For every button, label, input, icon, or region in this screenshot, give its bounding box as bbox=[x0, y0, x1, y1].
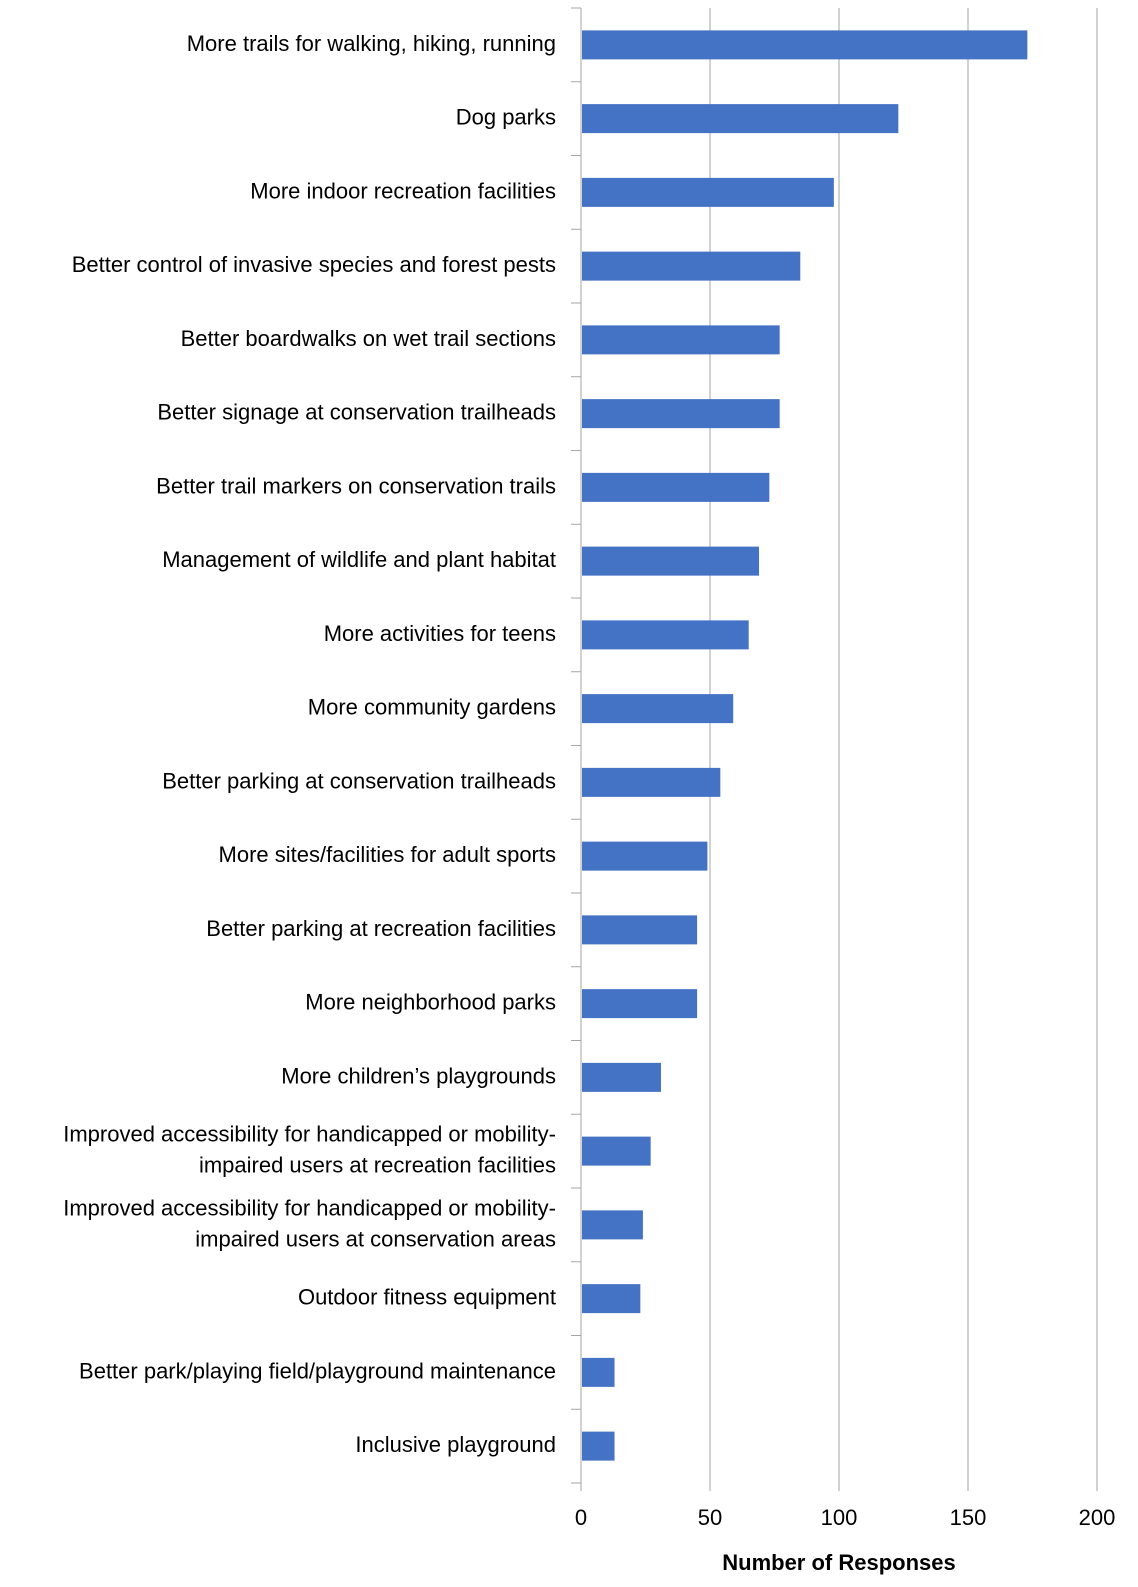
category-label-line: More indoor recreation facilities bbox=[250, 178, 556, 203]
bar bbox=[582, 620, 749, 650]
x-axis-title: Number of Responses bbox=[722, 1550, 956, 1575]
category-label-line: Dog parks bbox=[456, 104, 556, 129]
category-label-line: Inclusive playground bbox=[355, 1432, 556, 1457]
category-label: More sites/facilities for adult sports bbox=[219, 842, 556, 867]
category-label: Better control of invasive species and f… bbox=[72, 252, 556, 277]
category-label-line: impaired users at recreation facilities bbox=[199, 1152, 556, 1177]
category-label-line: Management of wildlife and plant habitat bbox=[162, 547, 556, 572]
category-label: More community gardens bbox=[308, 694, 556, 719]
category-label-line: Better boardwalks on wet trail sections bbox=[181, 326, 556, 351]
bar bbox=[582, 915, 698, 945]
category-label: More children’s playgrounds bbox=[281, 1063, 556, 1088]
category-label-line: Outdoor fitness equipment bbox=[298, 1284, 556, 1309]
bar bbox=[582, 104, 899, 134]
category-label: More trails for walking, hiking, running bbox=[187, 31, 556, 56]
category-label-line: More activities for teens bbox=[324, 621, 556, 646]
bar bbox=[582, 694, 734, 724]
category-label: Better trail markers on conservation tra… bbox=[156, 473, 556, 498]
x-tick-label: 200 bbox=[1079, 1505, 1116, 1530]
bar bbox=[582, 177, 834, 207]
category-label-line: More sites/facilities for adult sports bbox=[219, 842, 556, 867]
category-label-line: Better parking at recreation facilities bbox=[206, 916, 556, 941]
category-label-line: Better trail markers on conservation tra… bbox=[156, 473, 556, 498]
category-label-line: Better control of invasive species and f… bbox=[72, 252, 556, 277]
category-label: Dog parks bbox=[456, 104, 556, 129]
bar bbox=[582, 399, 780, 429]
x-tick-label: 0 bbox=[575, 1505, 587, 1530]
category-label: Better parking at recreation facilities bbox=[206, 916, 556, 941]
bar bbox=[582, 1357, 615, 1387]
bar bbox=[582, 767, 721, 797]
bar bbox=[582, 989, 698, 1019]
category-label: More indoor recreation facilities bbox=[250, 178, 556, 203]
bar bbox=[582, 1284, 641, 1314]
x-tick-labels: 0 50 100 150 200 bbox=[575, 1505, 1115, 1530]
category-label: More neighborhood parks bbox=[305, 989, 556, 1014]
category-label: Better signage at conservation trailhead… bbox=[157, 399, 556, 424]
category-label: Improved accessibility for handicapped o… bbox=[63, 1195, 556, 1251]
category-label-line: Better signage at conservation trailhead… bbox=[157, 399, 556, 424]
x-tick-label: 50 bbox=[698, 1505, 722, 1530]
x-tick-label: 100 bbox=[821, 1505, 858, 1530]
bar bbox=[582, 1136, 651, 1166]
x-tick-label: 150 bbox=[950, 1505, 987, 1530]
category-label: Better park/playing field/playground mai… bbox=[79, 1358, 556, 1383]
category-label: Inclusive playground bbox=[355, 1432, 556, 1457]
bar bbox=[582, 1210, 643, 1240]
category-label-line: impaired users at conservation areas bbox=[195, 1226, 556, 1251]
gridlines bbox=[709, 8, 1098, 1483]
category-label: Better parking at conservation trailhead… bbox=[162, 768, 556, 793]
category-label-line: More trails for walking, hiking, running bbox=[187, 31, 556, 56]
bar bbox=[582, 251, 801, 281]
category-label-line: More neighborhood parks bbox=[305, 989, 556, 1014]
category-label: Outdoor fitness equipment bbox=[298, 1284, 556, 1309]
bars bbox=[582, 30, 1028, 1461]
category-label-line: More community gardens bbox=[308, 694, 556, 719]
bar bbox=[582, 1062, 661, 1092]
category-label-line: More children’s playgrounds bbox=[281, 1063, 556, 1088]
bar bbox=[582, 1431, 615, 1461]
bar bbox=[582, 472, 770, 502]
bar bbox=[582, 841, 708, 871]
category-label-line: Better parking at conservation trailhead… bbox=[162, 768, 556, 793]
bar bbox=[582, 546, 760, 576]
category-label-line: Improved accessibility for handicapped o… bbox=[63, 1195, 556, 1220]
bar bbox=[582, 30, 1028, 60]
category-label: More activities for teens bbox=[324, 621, 556, 646]
bar bbox=[582, 325, 780, 355]
category-label: Improved accessibility for handicapped o… bbox=[63, 1121, 556, 1177]
category-label: Management of wildlife and plant habitat bbox=[162, 547, 556, 572]
category-label-line: Improved accessibility for handicapped o… bbox=[63, 1121, 556, 1146]
category-label: Better boardwalks on wet trail sections bbox=[181, 326, 556, 351]
axes bbox=[571, 7, 1098, 1491]
category-labels: More trails for walking, hiking, running… bbox=[63, 31, 556, 1457]
category-label-line: Better park/playing field/playground mai… bbox=[79, 1358, 556, 1383]
